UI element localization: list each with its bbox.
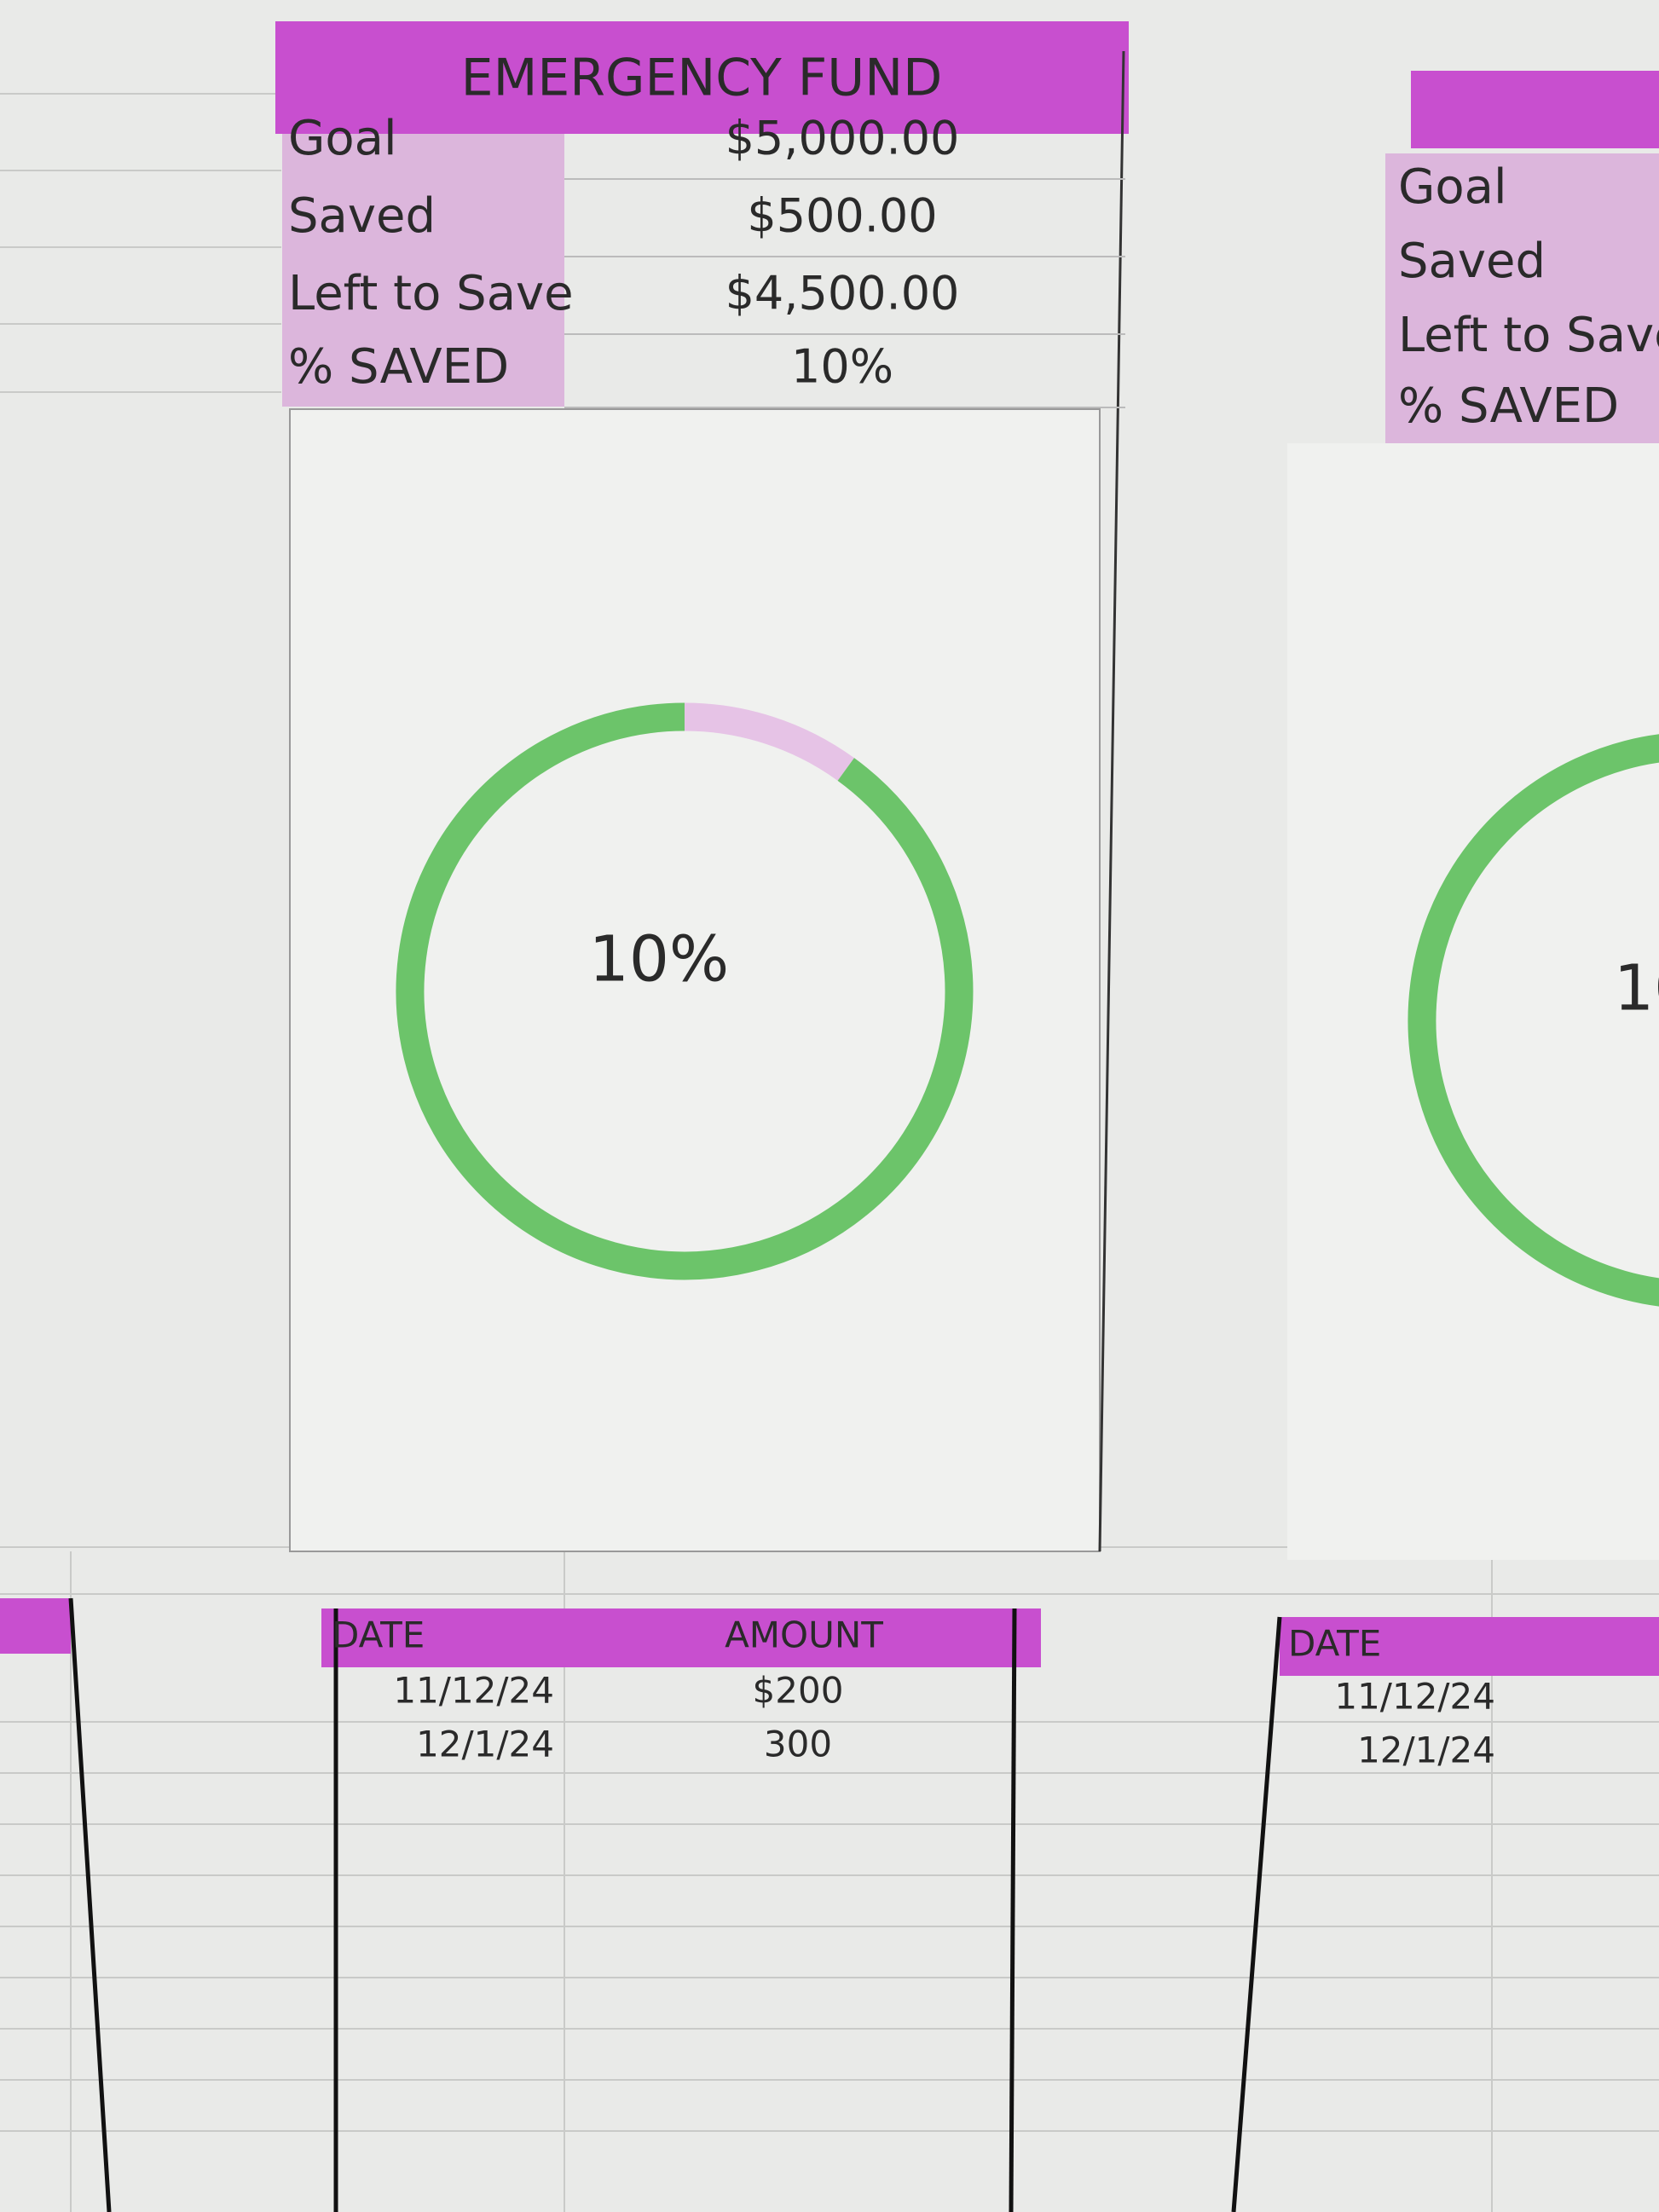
donut-segment bbox=[684, 702, 854, 781]
row-label: % SAVED bbox=[288, 339, 509, 395]
border bbox=[68, 1597, 112, 2212]
table-cell: 11/12/24 bbox=[393, 1670, 554, 1712]
center-label: 10% bbox=[1614, 952, 1659, 1025]
row-label: Saved bbox=[288, 188, 436, 244]
table-header bbox=[0, 1598, 71, 1654]
row-value: $500.00 bbox=[747, 189, 937, 243]
label-column bbox=[282, 134, 564, 407]
donut-segment bbox=[1408, 734, 1659, 1307]
row-label: Left to Save bbox=[288, 266, 574, 321]
panel-header bbox=[1411, 71, 1659, 148]
column-header: AMOUNT bbox=[725, 1614, 883, 1656]
center-label: 10% bbox=[589, 923, 729, 996]
row-value: 10% bbox=[791, 340, 893, 394]
table-cell: 300 bbox=[764, 1724, 832, 1765]
row-label: % SAVED bbox=[1398, 378, 1619, 434]
column-header: DATE bbox=[332, 1614, 425, 1656]
row-label: Goal bbox=[288, 111, 397, 166]
row-label: Goal bbox=[1398, 159, 1507, 215]
table-cell: 12/1/24 bbox=[416, 1724, 554, 1765]
table-cell: $200 bbox=[753, 1670, 844, 1712]
table-header bbox=[321, 1608, 1041, 1667]
donut-segment bbox=[396, 702, 974, 1280]
column-header: DATE bbox=[1288, 1623, 1381, 1665]
chart-area bbox=[1287, 443, 1659, 1560]
row-value: $5,000.00 bbox=[725, 112, 960, 165]
table-cell: 11/12/24 bbox=[1334, 1676, 1495, 1718]
row-value: $4,500.00 bbox=[725, 267, 960, 321]
row-label: Saved bbox=[1398, 234, 1546, 289]
border bbox=[1098, 50, 1125, 1552]
panel-header bbox=[275, 21, 1129, 134]
border bbox=[1009, 1608, 1017, 2212]
label-column bbox=[1385, 153, 1659, 443]
border bbox=[1231, 1616, 1282, 2212]
table-cell: 12/1/24 bbox=[1357, 1730, 1495, 1771]
table-header bbox=[1280, 1617, 1659, 1676]
panel-title: EMERGENCY FUND bbox=[461, 49, 943, 108]
row-label: Left to Save bbox=[1398, 308, 1659, 363]
